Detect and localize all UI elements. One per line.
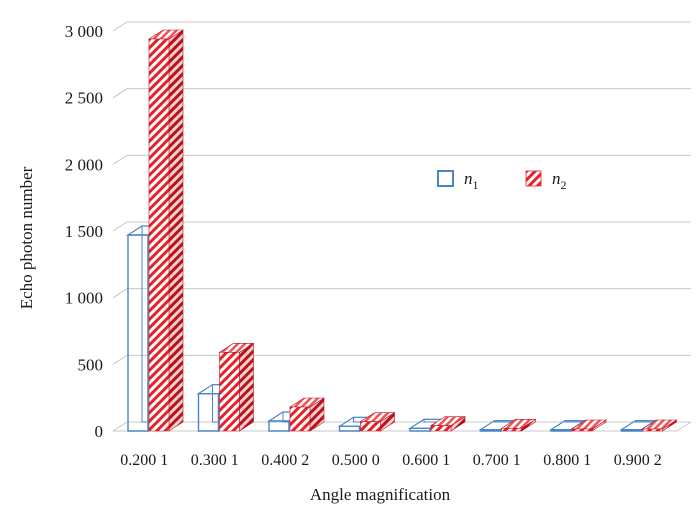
bar-n2 <box>641 419 678 432</box>
x-tick-label: 0.400 2 <box>261 452 309 469</box>
floor-edge <box>676 421 692 432</box>
bar-front <box>501 428 522 432</box>
bar-front <box>620 428 643 432</box>
gridline <box>112 88 691 99</box>
bar-front <box>430 425 452 432</box>
x-tick-label: 0.600 1 <box>402 452 450 469</box>
bar-n2 <box>359 412 396 432</box>
legend: n1 n2 <box>437 169 567 192</box>
gridline <box>112 21 691 32</box>
bar-n2 <box>218 342 255 432</box>
bar-n2 <box>288 397 326 432</box>
y-tick-label: 2 500 <box>65 89 103 108</box>
legend-label-n2: n2 <box>552 169 567 192</box>
bar-front <box>360 421 381 432</box>
bar-front <box>268 420 290 432</box>
bar-n2 <box>500 418 537 432</box>
y-tick-label: 1 000 <box>65 289 103 308</box>
legend-label-n1: n1 <box>464 169 479 192</box>
x-axis-ticks: 0.200 1 0.300 1 0.400 2 0.500 0 0.600 1 0.700… <box>120 452 662 469</box>
legend-swatch-n1 <box>437 170 454 187</box>
legend-swatch-n2 <box>525 170 542 187</box>
bar-front <box>550 428 572 432</box>
y-axis-label: Echo photon number <box>17 166 36 309</box>
y-tick-label: 500 <box>78 355 104 374</box>
bar-n2 <box>570 419 608 432</box>
bar-front <box>289 406 311 432</box>
y-tick-label: 0 <box>95 422 104 441</box>
bar-front <box>409 427 431 432</box>
gridline <box>112 154 691 165</box>
x-axis-label: Angle magnification <box>310 485 451 504</box>
gridline <box>112 354 691 365</box>
bar-front <box>148 38 170 432</box>
x-tick-label: 0.300 1 <box>191 452 239 469</box>
gridline <box>112 288 691 299</box>
bars <box>125 29 678 433</box>
bar-front <box>642 428 663 432</box>
bar-side <box>239 342 254 432</box>
gridlines <box>112 21 692 432</box>
bar-front <box>479 428 502 432</box>
bar-side <box>168 29 184 432</box>
x-tick-label: 0.700 1 <box>473 452 521 469</box>
bar-n2 <box>429 416 467 432</box>
y-tick-label: 3 000 <box>65 22 103 41</box>
x-tick-label: 0.200 1 <box>120 452 168 469</box>
x-tick-label: 0.900 2 <box>614 452 662 469</box>
bar-front <box>219 352 240 432</box>
bar-n2 <box>147 29 185 432</box>
x-tick-label: 0.500 0 <box>332 452 380 469</box>
bar-front <box>571 428 593 432</box>
gridline <box>112 221 691 232</box>
y-axis-ticks: 0 500 1 000 1 500 2 000 2 500 3 000 <box>65 22 103 441</box>
bar-front <box>197 392 220 432</box>
y-tick-label: 2 000 <box>65 155 103 174</box>
bar-front <box>127 234 149 432</box>
y-tick-label: 1 500 <box>65 222 103 241</box>
x-tick-label: 0.800 1 <box>543 452 591 469</box>
bar-front <box>338 425 361 432</box>
